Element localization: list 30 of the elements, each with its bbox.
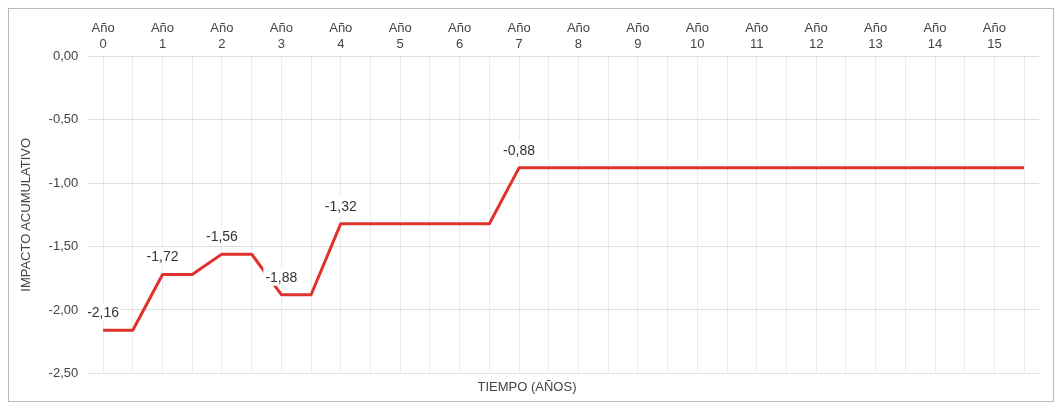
data-label: -1,56 xyxy=(205,227,239,244)
x-tick-label: Año 1 xyxy=(150,20,175,51)
x-tick-label: Año 5 xyxy=(388,20,412,51)
y-tick-label: -2,00 xyxy=(48,301,79,317)
x-tick-label: Año 6 xyxy=(448,20,472,51)
x-tick-label: Año 4 xyxy=(329,20,353,51)
y-tick-label: -1,00 xyxy=(48,174,79,190)
data-label: -2,16 xyxy=(87,304,120,321)
x-tick-label: Año 13 xyxy=(864,20,888,51)
data-label: -1,72 xyxy=(146,248,179,265)
x-tick-label: Año 10 xyxy=(685,20,709,51)
data-label: -0,88 xyxy=(503,141,536,158)
x-tick-label: Año 12 xyxy=(804,20,828,51)
x-tick-label: Año 8 xyxy=(566,20,591,51)
x-tick-label: Año 11 xyxy=(745,20,769,51)
x-tick-label: Año 0 xyxy=(91,20,115,51)
y-tick-label: -0,50 xyxy=(48,111,79,127)
y-tick-label: -1,50 xyxy=(48,238,79,254)
data-label: -1,88 xyxy=(265,268,298,285)
x-tick-label: Año 3 xyxy=(269,20,293,51)
x-tick-label: Año 15 xyxy=(982,20,1006,51)
x-tick-label: Año 14 xyxy=(923,20,947,51)
y-tick-label: 0,00 xyxy=(52,47,79,63)
x-axis-title: TIEMPO (AÑOS) xyxy=(477,378,577,394)
x-tick-label: Año 2 xyxy=(210,20,234,51)
x-tick-label: Año 7 xyxy=(507,20,531,51)
data-label: -1,32 xyxy=(324,197,357,214)
x-tick-label: Año 9 xyxy=(626,20,650,51)
y-tick-label: -2,50 xyxy=(48,364,79,380)
y-axis-title: IMPACTO ACUMULATIVO xyxy=(18,137,34,292)
